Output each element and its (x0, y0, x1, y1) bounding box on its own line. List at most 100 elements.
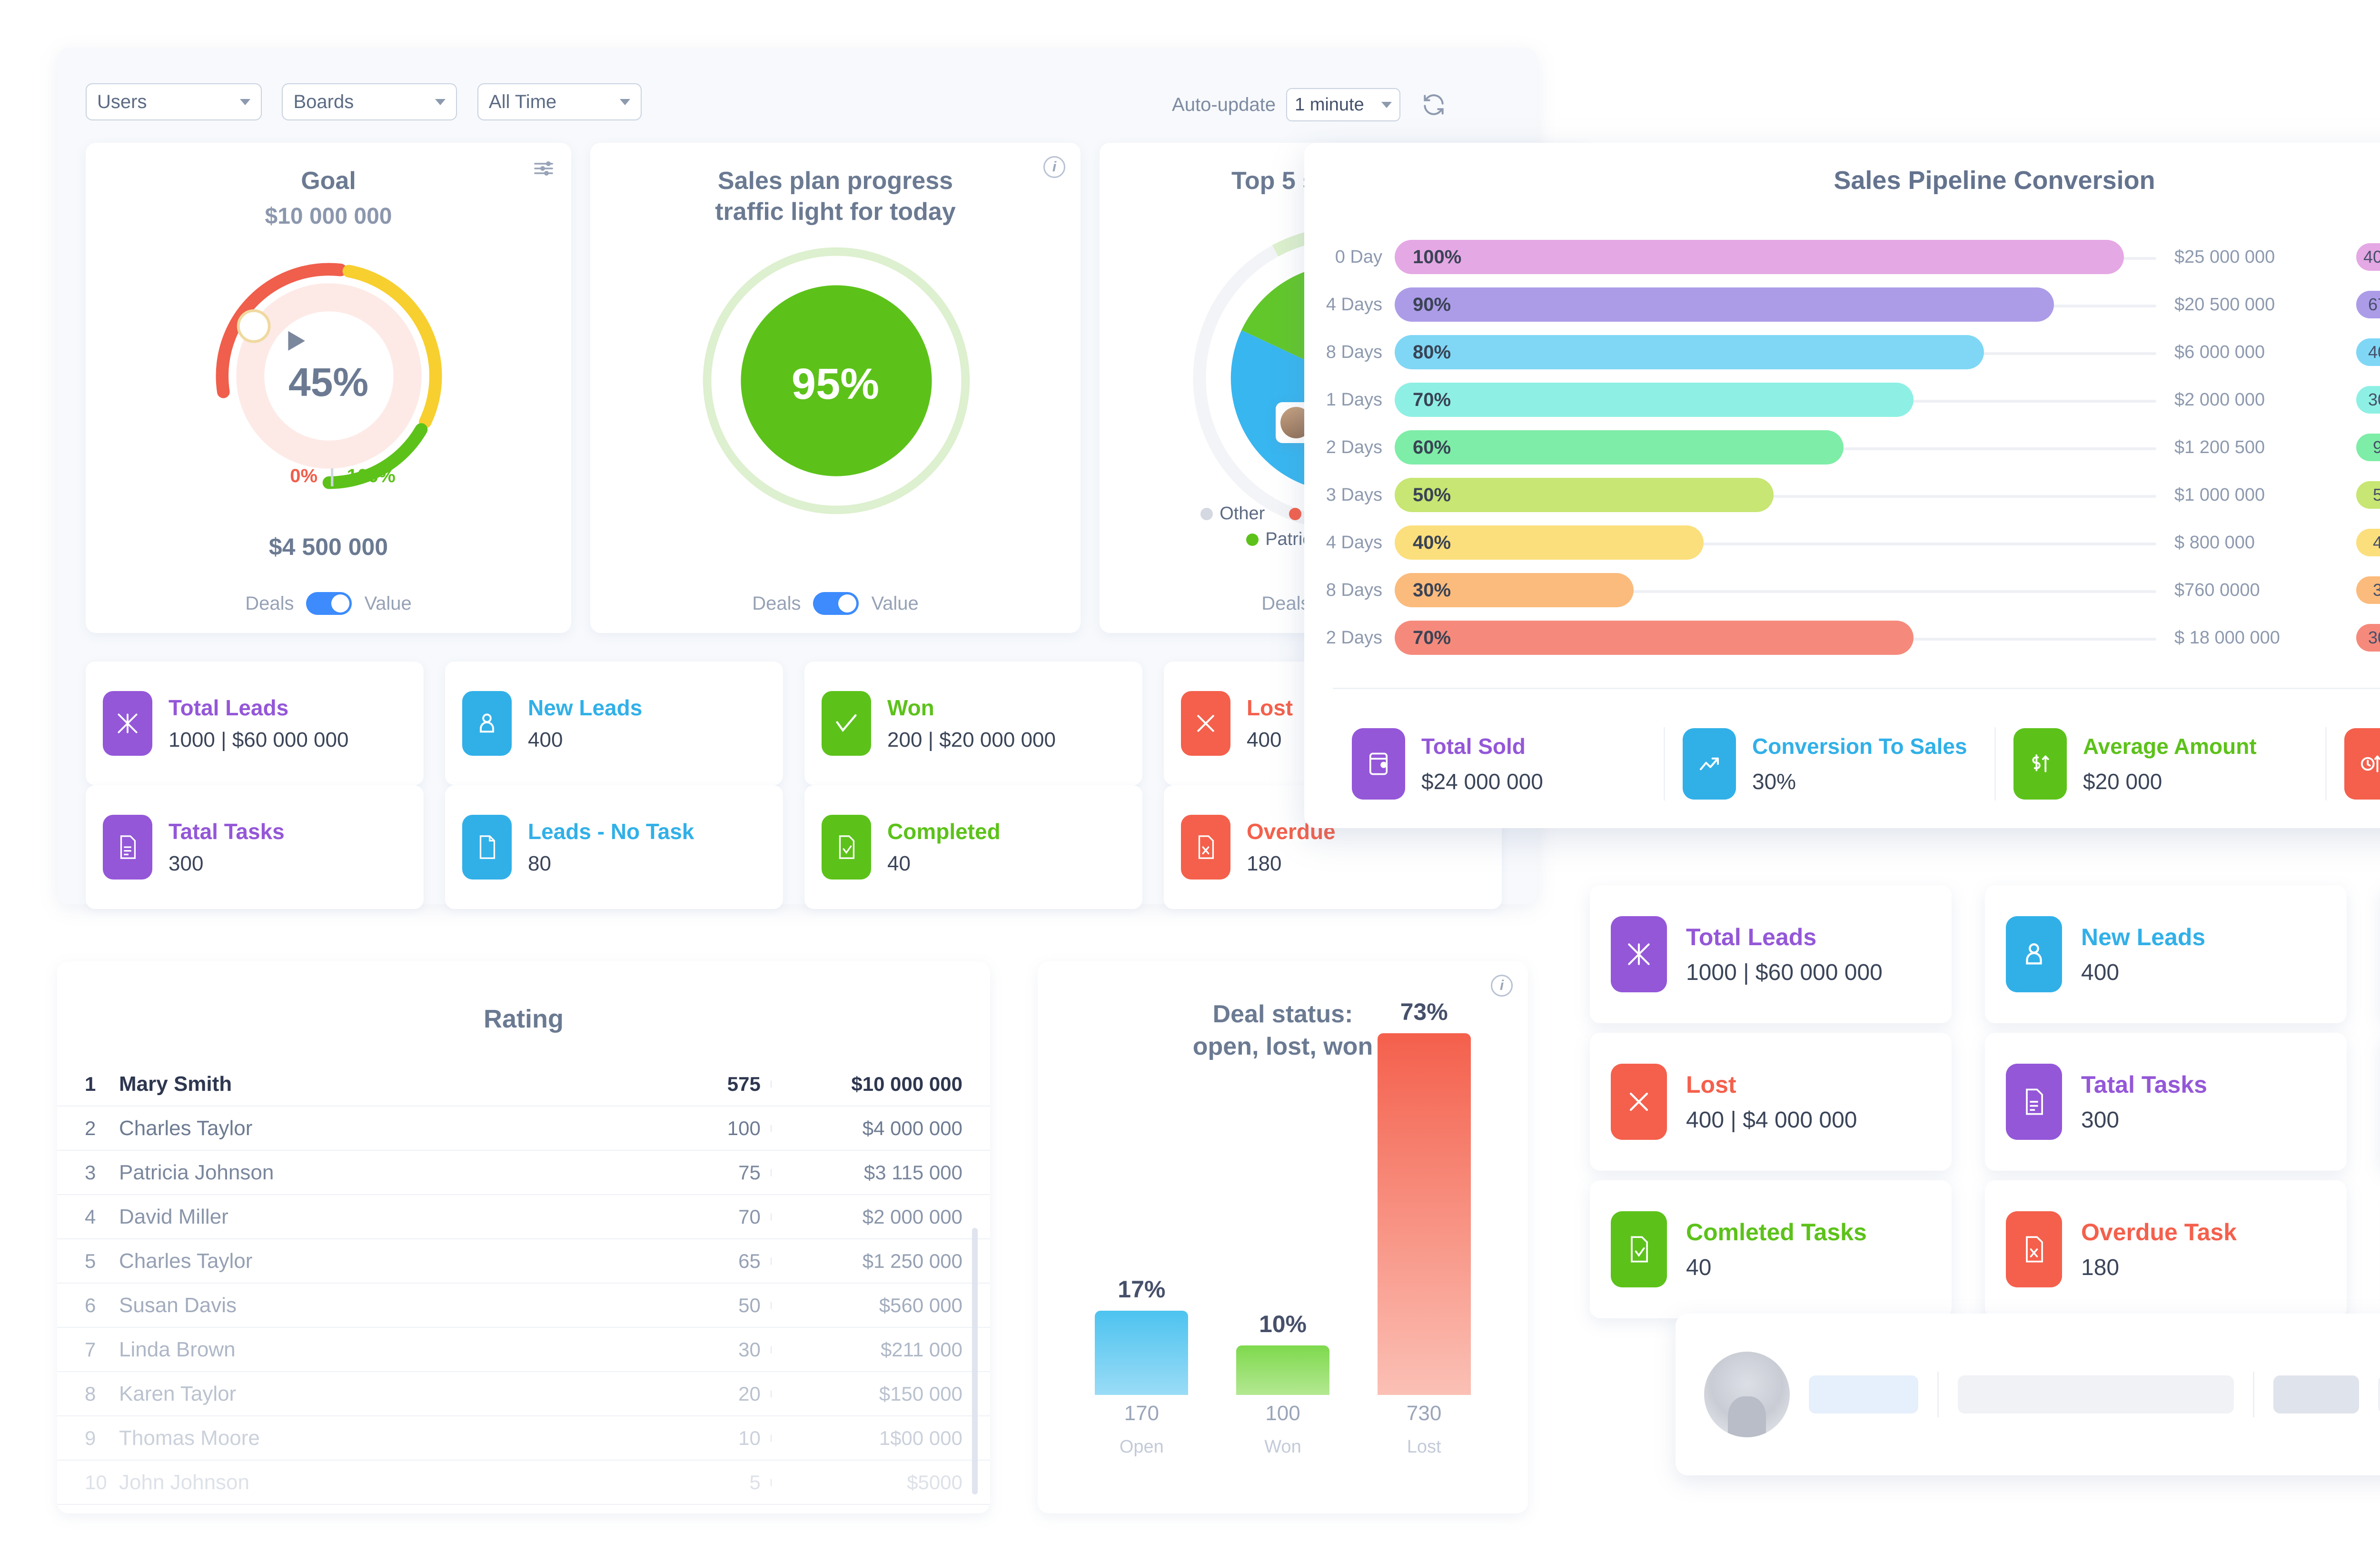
kpi-label: Comleted Tasks (1686, 1218, 1867, 1245)
table-row[interactable]: 1 Mary Smith 575 | $10 000 000 (57, 1062, 990, 1107)
kpi-label: Tatal Tasks (2081, 1071, 2207, 1098)
pipeline-count-badge: 300 (2356, 624, 2380, 652)
rating-amount: $150 000 (879, 1382, 962, 1405)
user-icon (2006, 916, 2062, 992)
rating-score: 65 (738, 1249, 761, 1272)
pipeline-amount: $1 200 500 (2174, 437, 2265, 457)
table-row[interactable]: 2 Charles Taylor 100 | $4 000 000 (57, 1107, 990, 1151)
pipeline-days: 3 Days (1326, 484, 1382, 505)
footer-label: Total Sold (1421, 734, 1526, 759)
divider (2253, 1372, 2254, 1417)
kpi-card-total-leads[interactable]: Total Leads 1000 | $60 000 000 (86, 662, 424, 785)
pipeline-bar-wrap: 80% (1395, 335, 2156, 369)
kpi-card-completed[interactable]: Completed 40 (804, 785, 1142, 909)
footer-card-average-amount[interactable]: Average Amount $20 000 (1994, 719, 2325, 809)
right-kpi-completed-tasks[interactable]: Comleted Tasks 40 (1590, 1180, 1952, 1318)
bar-category-label: Open (1119, 1437, 1164, 1457)
deal-status-bar-group[interactable]: 73% 730 Lost (1374, 998, 1474, 1457)
filter-users-select[interactable]: Users (86, 83, 262, 120)
divider: | (770, 1256, 772, 1265)
bar-count-label: 170 (1124, 1402, 1160, 1425)
table-row[interactable]: 3 Patricia Johnson 75 | $3 115 000 (57, 1151, 990, 1195)
kpi-value: 180 (2081, 1255, 2120, 1280)
table-row[interactable]: 6 Susan Davis 50 | $560 000 (57, 1284, 990, 1328)
footer-card-average-duration[interactable]: Average Duration 12 Days (2325, 719, 2380, 809)
rating-rank: 4 (85, 1205, 96, 1228)
refresh-icon[interactable] (1420, 91, 1447, 118)
rating-rank: 7 (85, 1338, 96, 1361)
divider: | (770, 1124, 772, 1132)
kpi-label: Total Leads (169, 695, 289, 720)
rating-score: 75 (738, 1161, 761, 1184)
goal-toggle-right-label: Value (364, 593, 412, 614)
sliders-icon[interactable] (532, 157, 555, 182)
info-icon[interactable]: i (1043, 156, 1065, 178)
legend-dot-icon (1289, 507, 1301, 520)
traffic-toggle[interactable]: Deals Value (590, 592, 1081, 615)
right-kpi-lost[interactable]: Lost 400 | $4 000 000 (1590, 1033, 1952, 1171)
auto-update-label: Auto-update (1172, 94, 1276, 115)
kpi-card-won[interactable]: Won 200 | $20 000 000 (804, 662, 1142, 785)
kpi-value: 400 (1247, 728, 1282, 751)
footer-card-conversion[interactable]: Conversion To Sales 30% (1664, 719, 1994, 809)
divider: | (770, 1212, 772, 1221)
rating-name: Linda Brown (119, 1337, 236, 1361)
kpi-label: New Leads (528, 695, 643, 720)
rating-list[interactable]: 1 Mary Smith 575 | $10 000 000 2 Charles Taylo… (57, 1062, 990, 1505)
filter-time-select[interactable]: All Time (477, 83, 642, 120)
rating-name: Charles Taylor (119, 1249, 253, 1273)
right-kpi-overdue-task[interactable]: Overdue Task 180 (1985, 1180, 2347, 1318)
pipeline-bar: 80% (1395, 335, 1984, 369)
table-row[interactable]: 9 Thomas Moore 10 | 1$00 000 (57, 1416, 990, 1461)
kpi-label: Tatal Tasks (169, 819, 285, 844)
user-icon (462, 691, 512, 756)
pipeline-leader-line (1395, 495, 2156, 498)
traffic-title-line1: Sales plan progress (717, 167, 953, 195)
kpi-value: 400 (2081, 959, 2120, 985)
rating-card: Rating 1 Mary Smith 575 | $10 000 000 2 Charle… (57, 961, 990, 1513)
auto-update-select[interactable]: 1 minute (1286, 88, 1400, 121)
avatar (1704, 1352, 1790, 1437)
document-x-icon (2006, 1211, 2062, 1287)
table-row[interactable]: 8 Karen Taylor 20 | $150 000 (57, 1372, 990, 1416)
kpi-card-total-tasks[interactable]: Tatal Tasks 300 (86, 785, 424, 909)
goal-toggle-switch[interactable] (306, 592, 352, 615)
table-row[interactable]: 5 Charles Taylor 65 | $1 250 000 (57, 1239, 990, 1284)
table-row[interactable]: 7 Linda Brown 30 | $211 000 (57, 1328, 990, 1372)
pipeline-count-badge: 400 (2356, 338, 2380, 366)
table-row[interactable]: 4 David Miller 70 | $2 000 000 (57, 1195, 990, 1239)
leads-icon (103, 691, 152, 756)
goal-toggle[interactable]: Deals Value (86, 592, 571, 615)
traffic-percent: 95% (791, 360, 880, 408)
filter-users-label: Users (97, 91, 147, 112)
legend-item-other[interactable]: Other (1200, 504, 1265, 524)
filter-boards-select[interactable]: Boards (282, 83, 457, 120)
deal-status-bar-group[interactable]: 10% 100 Won (1233, 1310, 1333, 1457)
kpi-card-new-leads[interactable]: New Leads 400 (445, 662, 783, 785)
pipeline-count-badge: 90 (2356, 434, 2380, 461)
traffic-toggle-switch[interactable] (813, 592, 859, 615)
deal-status-bar-group[interactable]: 17% 170 Open (1091, 1275, 1191, 1457)
footer-card-total-sold[interactable]: Total Sold $24 000 000 (1333, 719, 1664, 809)
document-x-icon (1181, 815, 1230, 880)
kpi-card-leads-no-task[interactable]: Leads - No Task 80 (445, 785, 783, 909)
right-kpi-new-leads[interactable]: New Leads 400 (1985, 885, 2347, 1023)
chevron-down-icon (1381, 101, 1392, 108)
pipeline-bar-wrap: 40% (1395, 525, 2156, 560)
table-row[interactable]: 10 John Johnson 5 | $5000 (57, 1461, 990, 1505)
traffic-light-widget: Sales plan progress traffic light for to… (590, 143, 1081, 633)
rating-scrollbar[interactable] (972, 1228, 978, 1494)
right-kpi-total-leads[interactable]: Total Leads 1000 | $60 000 000 (1590, 885, 1952, 1023)
info-icon[interactable]: i (1491, 975, 1513, 997)
sales-pipeline-panel: Sales Pipeline Conversion 0 Day 100% $25 0… (1304, 143, 2380, 828)
right-kpi-total-tasks[interactable]: Tatal Tasks 300 (1985, 1033, 2347, 1171)
